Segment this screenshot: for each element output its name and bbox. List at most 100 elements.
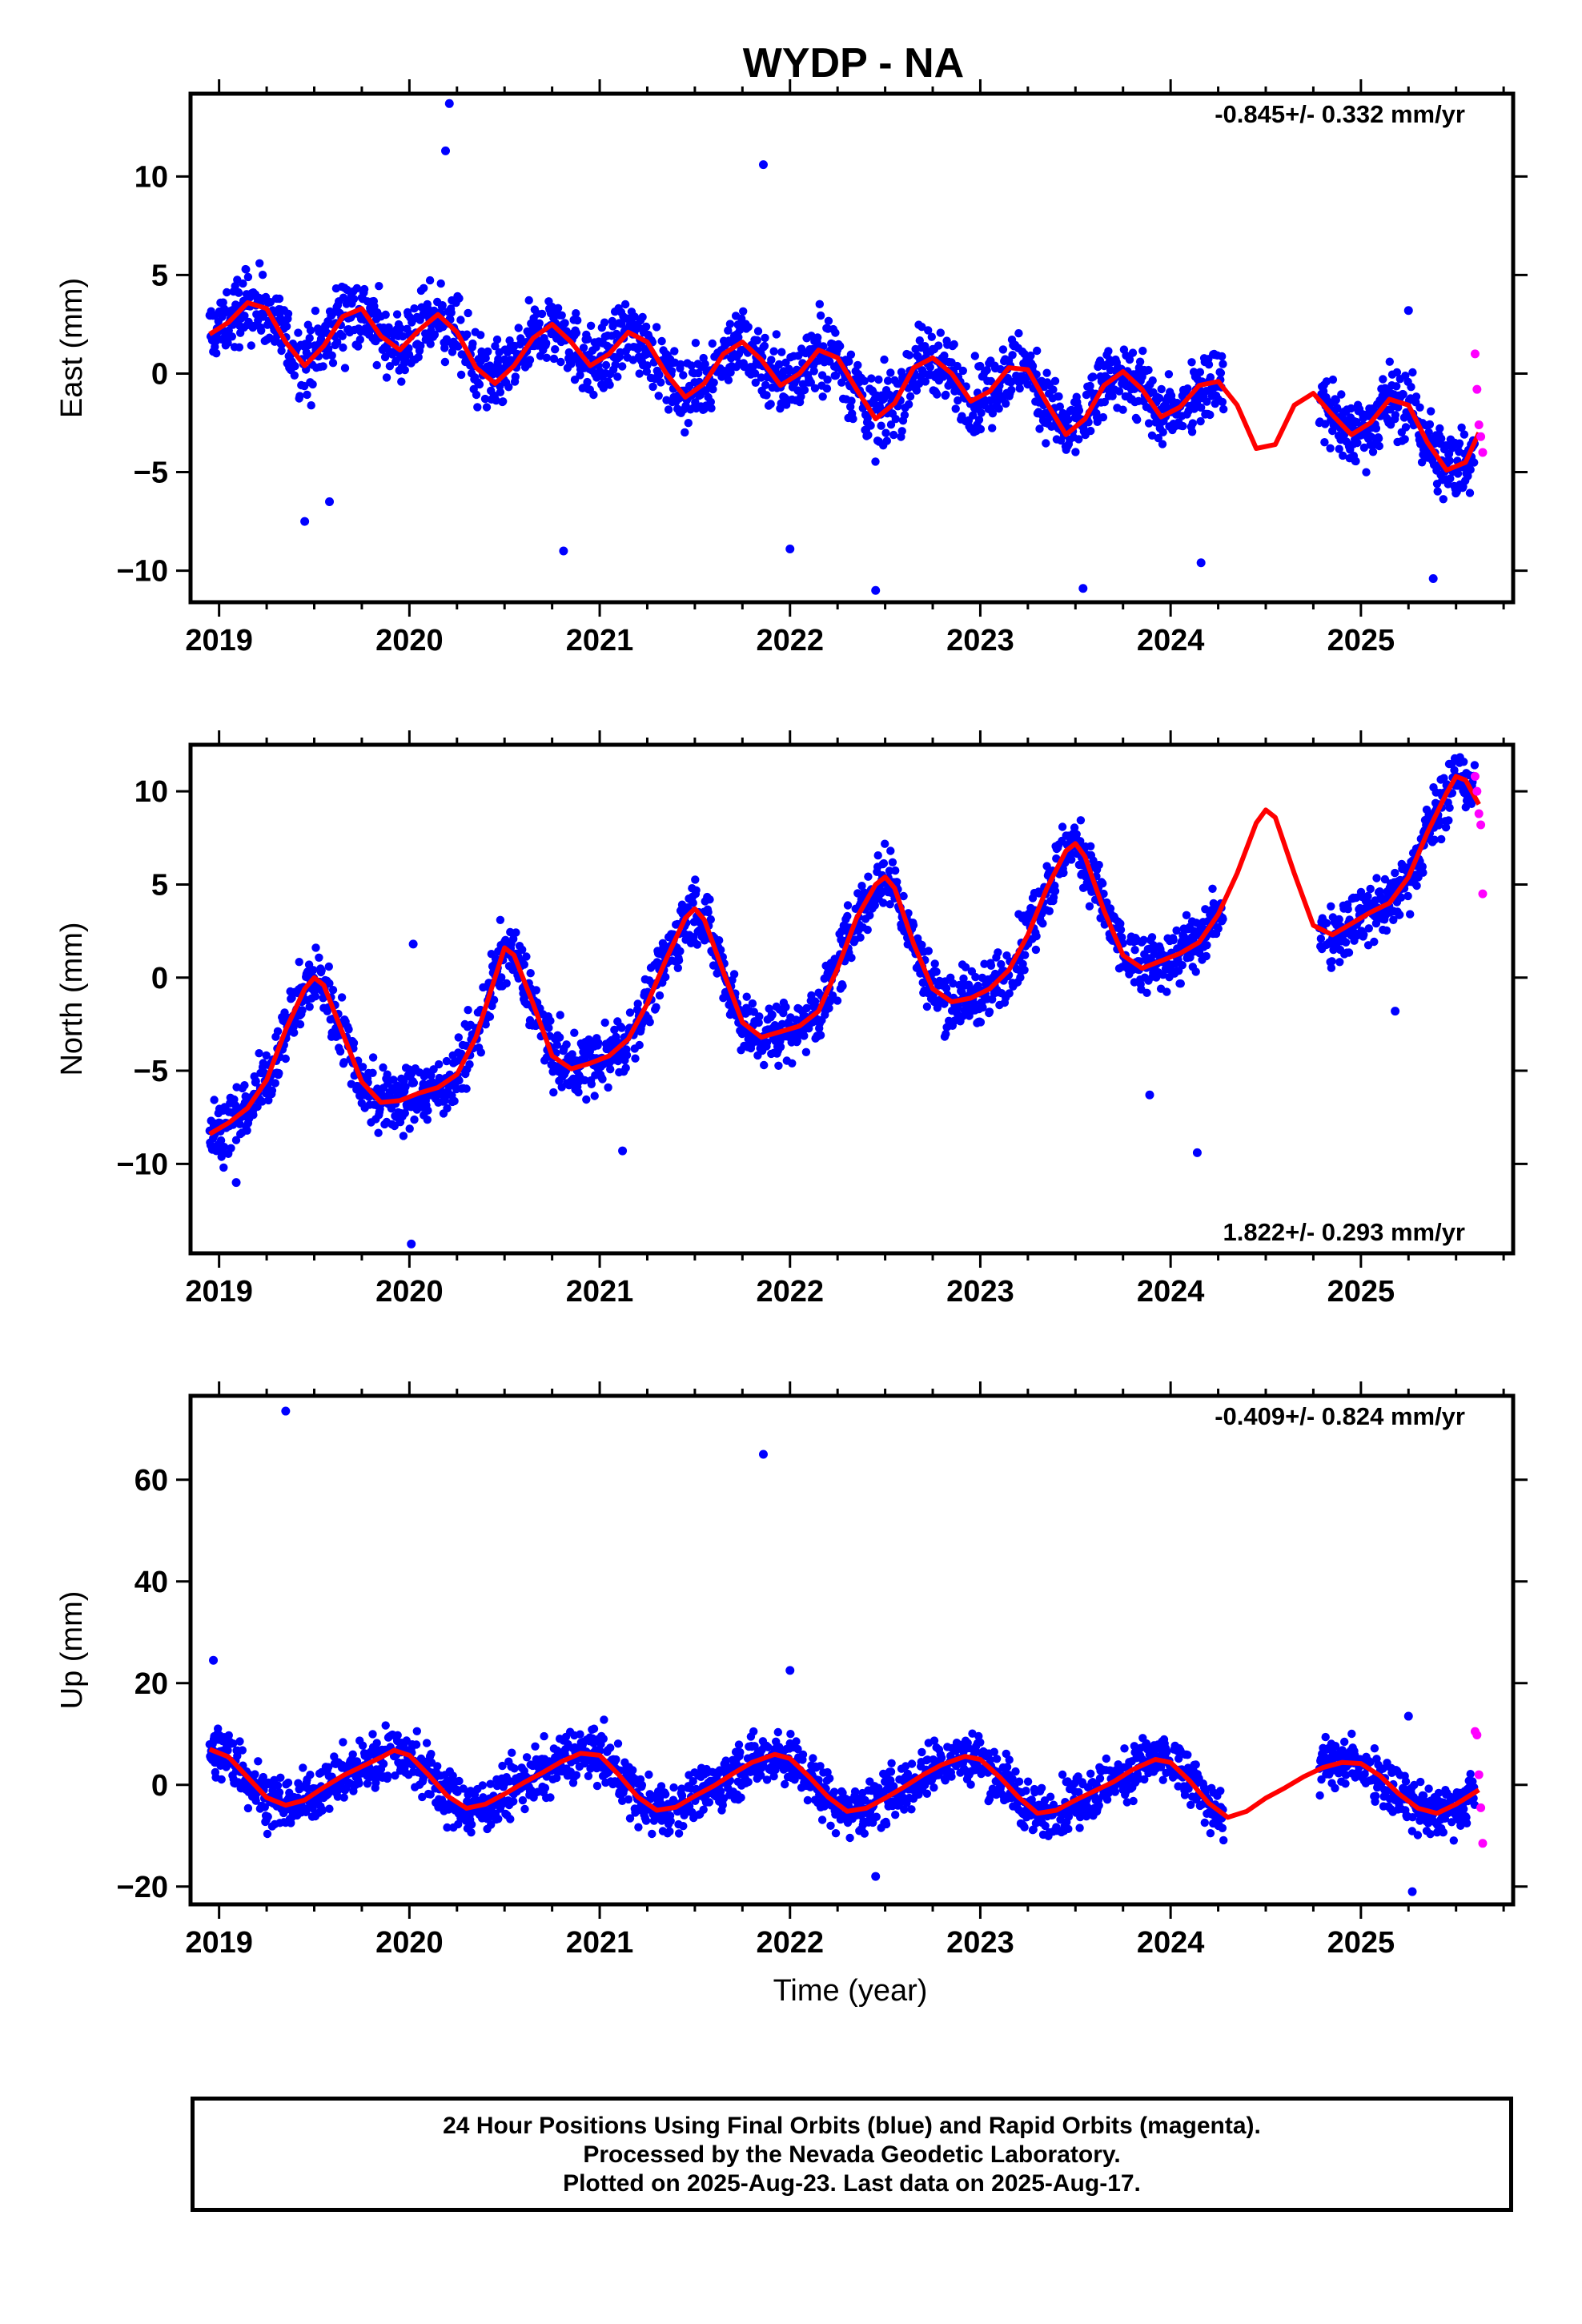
north-final-point bbox=[1005, 989, 1014, 998]
up-final-point bbox=[391, 1771, 400, 1780]
north-final-point bbox=[216, 1136, 226, 1145]
north-rapid-point bbox=[1476, 820, 1486, 830]
north-final-point bbox=[704, 907, 713, 917]
east-final-point bbox=[1371, 424, 1381, 433]
east-y-tick-label: −10 bbox=[117, 555, 168, 589]
east-final-point bbox=[1089, 372, 1098, 381]
north-final-point bbox=[986, 961, 996, 971]
up-final-point bbox=[283, 1778, 293, 1787]
east-final-point bbox=[482, 403, 492, 412]
north-x-tick-label: 2022 bbox=[756, 1275, 824, 1309]
north-final-point bbox=[610, 1025, 619, 1035]
east-final-point bbox=[499, 397, 508, 406]
east-final-point bbox=[1187, 428, 1197, 436]
north-final-point bbox=[978, 1003, 987, 1012]
north-final-point bbox=[994, 948, 1002, 957]
east-final-point bbox=[255, 259, 264, 267]
north-final-point bbox=[574, 1088, 583, 1097]
up-final-point bbox=[368, 1730, 377, 1739]
north-final-point bbox=[625, 1008, 635, 1017]
east-final-point bbox=[430, 330, 440, 340]
up-final-point bbox=[427, 1750, 436, 1759]
east-final-point bbox=[655, 370, 664, 380]
up-final-point bbox=[665, 1827, 674, 1836]
east-final-point bbox=[761, 333, 769, 343]
north-final-point bbox=[886, 846, 895, 855]
east-rapid-point bbox=[1478, 448, 1488, 457]
up-final-point bbox=[644, 1770, 653, 1779]
north-final-point bbox=[1437, 834, 1446, 844]
north-final-point bbox=[961, 963, 970, 972]
east-final-point bbox=[886, 420, 896, 429]
up-final-point bbox=[276, 1773, 285, 1782]
east-final-point bbox=[1453, 469, 1463, 478]
east-final-point bbox=[753, 336, 761, 345]
north-final-point bbox=[594, 1039, 603, 1047]
north-final-point bbox=[339, 1058, 348, 1067]
east-final-point bbox=[766, 400, 775, 408]
east-final-point bbox=[927, 332, 937, 341]
north-final-point bbox=[590, 1092, 599, 1100]
east-final-point bbox=[579, 344, 588, 352]
north-final-point bbox=[240, 1081, 249, 1090]
north-final-point bbox=[676, 947, 685, 956]
east-final-point bbox=[846, 350, 856, 359]
east-final-point bbox=[1216, 368, 1226, 377]
east-final-point bbox=[258, 271, 267, 279]
up-final-point bbox=[486, 1779, 495, 1788]
east-final-point bbox=[1154, 433, 1163, 443]
up-final-point bbox=[251, 1796, 260, 1805]
north-final-point bbox=[617, 1023, 626, 1032]
north-final-point bbox=[1406, 910, 1415, 919]
north-final-point bbox=[843, 901, 853, 910]
east-final-point bbox=[744, 323, 753, 332]
east-final-point bbox=[319, 362, 327, 371]
east-final-point bbox=[1446, 474, 1455, 483]
east-final-point bbox=[1108, 392, 1117, 400]
east-final-point bbox=[1435, 424, 1444, 433]
north-final-point bbox=[349, 1039, 359, 1047]
north-final-point bbox=[442, 1056, 452, 1066]
up-final-point bbox=[223, 1746, 232, 1755]
east-final-point bbox=[642, 367, 651, 376]
north-final-point bbox=[1172, 926, 1181, 935]
east-final-point bbox=[1375, 441, 1384, 451]
north-final-point bbox=[715, 936, 724, 945]
east-final-point bbox=[687, 361, 696, 370]
east-final-point bbox=[549, 354, 559, 364]
east-final-point bbox=[915, 336, 925, 345]
east-final-point bbox=[456, 316, 465, 324]
east-final-point bbox=[1339, 451, 1347, 460]
north-outlier-point bbox=[407, 1239, 416, 1248]
east-final-point bbox=[464, 308, 472, 318]
east-final-point bbox=[511, 372, 520, 381]
north-final-point bbox=[959, 974, 968, 983]
up-final-point bbox=[251, 1770, 259, 1779]
east-final-point bbox=[290, 371, 299, 380]
up-final-point bbox=[358, 1741, 367, 1750]
up-final-point bbox=[634, 1823, 643, 1831]
north-final-point bbox=[985, 1007, 994, 1016]
east-final-point bbox=[1033, 346, 1042, 356]
east-final-point bbox=[1206, 410, 1215, 420]
north-final-point bbox=[464, 1006, 472, 1015]
north-final-point bbox=[1099, 889, 1108, 899]
north-final-point bbox=[755, 1012, 764, 1021]
east-final-point bbox=[306, 326, 315, 335]
north-final-point bbox=[825, 1003, 833, 1013]
east-final-point bbox=[1455, 439, 1464, 448]
east-final-point bbox=[970, 352, 980, 360]
north-final-point bbox=[802, 1003, 811, 1013]
north-final-point bbox=[949, 979, 958, 988]
north-final-point bbox=[1031, 945, 1041, 955]
east-final-point bbox=[635, 369, 644, 378]
north-final-point bbox=[873, 851, 882, 860]
north-final-point bbox=[865, 911, 874, 920]
north-model-curve bbox=[208, 774, 1481, 1136]
east-final-point bbox=[494, 355, 503, 364]
east-final-point bbox=[880, 355, 889, 364]
up-final-point bbox=[263, 1812, 272, 1821]
up-final-point bbox=[318, 1806, 327, 1815]
east-final-point bbox=[1408, 368, 1417, 377]
up-final-point bbox=[705, 1798, 714, 1807]
